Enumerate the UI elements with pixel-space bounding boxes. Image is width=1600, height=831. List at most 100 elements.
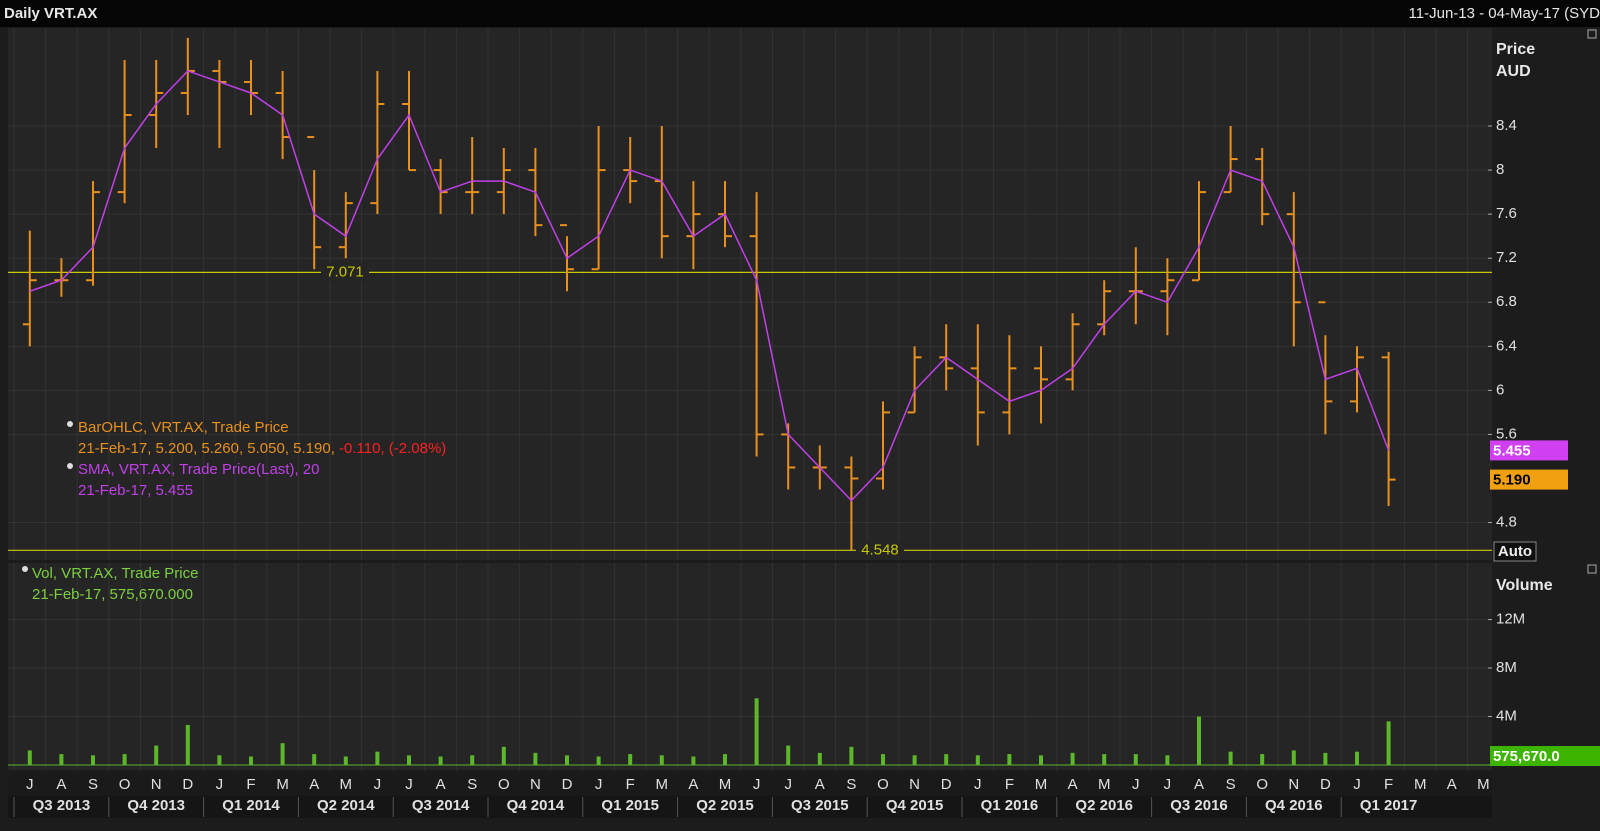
quarter-label: Q4 2014 (507, 797, 565, 814)
auto-button[interactable] (1493, 541, 1537, 562)
price-tag (1490, 440, 1568, 461)
y-tick-label: 6.8 (1496, 293, 1517, 310)
x-tick-label: O (1256, 776, 1268, 793)
quarter-label: Q2 2015 (696, 797, 754, 814)
level-label-bg (856, 541, 904, 560)
readout-part: 21-Feb-17, 5.455 (78, 482, 193, 499)
volume-tag (1490, 746, 1600, 767)
quarter-label: Q1 2017 (1360, 797, 1418, 814)
volume-bar (1007, 754, 1012, 765)
y-tick-label: 12M (1496, 611, 1525, 628)
quarter-label: Q1 2016 (981, 797, 1039, 814)
price-tag-label: 5.190 (1493, 472, 1531, 489)
x-tick-label: J (216, 776, 224, 793)
volume-bar (280, 743, 285, 765)
quarter-label: Q4 2016 (1265, 797, 1323, 814)
volume-bar (1070, 752, 1075, 765)
volume-bar (1039, 755, 1043, 765)
y-axis-title: AUD (1496, 63, 1531, 80)
volume-bar (343, 756, 348, 765)
level-label: 4.548 (861, 541, 899, 558)
quarter-label: Q3 2014 (412, 797, 470, 814)
x-tick-label: M (656, 776, 669, 793)
volume-bar (312, 754, 317, 765)
month-axis (8, 772, 1492, 796)
x-tick-label: A (688, 776, 698, 793)
volume-bar (659, 755, 664, 765)
x-tick-label: J (974, 776, 982, 793)
volume-bar (723, 754, 727, 765)
x-tick-label: N (530, 776, 541, 793)
legend-entry: BarOHLC, VRT.AX, Trade Price (78, 419, 289, 436)
volume-bar (628, 754, 633, 765)
volume-bar (1355, 751, 1359, 765)
volume-bar (1228, 751, 1233, 765)
volume-bar (881, 754, 885, 765)
x-tick-label: J (1132, 776, 1140, 793)
volume-bar (975, 755, 980, 765)
level-label: 7.071 (326, 263, 364, 280)
volume-bar (185, 725, 190, 765)
auto-button-label[interactable]: Auto (1498, 543, 1532, 560)
panel-icon[interactable] (1587, 564, 1597, 574)
x-tick-label: F (1384, 776, 1393, 793)
x-tick-label: S (846, 776, 856, 793)
legend-entry: SMA, VRT.AX, Trade Price(Last), 20 (78, 461, 319, 478)
x-tick-label: O (877, 776, 889, 793)
x-tick-label: J (26, 776, 34, 793)
volume-bar (1133, 754, 1138, 765)
x-tick-label: O (498, 776, 510, 793)
x-tick-label: F (246, 776, 255, 793)
legend-entry: Vol, VRT.AX, Trade Price (32, 565, 198, 582)
volume-bar (59, 754, 64, 765)
price-tag-label: 5.455 (1493, 442, 1531, 459)
y-tick-label: 8 (1496, 161, 1504, 178)
volume-bar (817, 752, 822, 765)
x-tick-label: M (340, 776, 353, 793)
x-tick-label: J (374, 776, 382, 793)
level-label-bg (321, 263, 369, 282)
panel-icon[interactable] (1587, 29, 1597, 39)
y-axis-title: Price (1496, 41, 1535, 58)
volume-bar (691, 756, 696, 765)
volume-bar (533, 752, 538, 765)
volume-panel (8, 563, 1492, 770)
volume-bar (944, 754, 949, 765)
volume-bar (786, 745, 791, 765)
volume-bar (912, 755, 917, 765)
x-tick-label: O (119, 776, 131, 793)
volume-bar (91, 755, 95, 765)
quarter-axis (8, 796, 1492, 818)
y-tick-label: 8.4 (1496, 117, 1517, 134)
x-tick-label: D (1320, 776, 1331, 793)
y-tick-label: 7.2 (1496, 249, 1517, 266)
volume-bar (375, 751, 380, 765)
volume-bar (1323, 752, 1328, 765)
price-panel (8, 28, 1492, 560)
x-tick-label: A (1194, 776, 1204, 793)
title-bar (0, 0, 1600, 27)
x-tick-label: J (1353, 776, 1361, 793)
x-tick-label: M (276, 776, 289, 793)
volume-bar (1197, 716, 1201, 765)
volume-bar (470, 755, 475, 765)
quarter-label: Q2 2016 (1075, 797, 1133, 814)
x-tick-label: S (88, 776, 98, 793)
x-tick-label: F (626, 776, 635, 793)
x-tick-label: M (1477, 776, 1490, 793)
quarter-label: Q1 2015 (601, 797, 659, 814)
volume-bar (1260, 754, 1265, 765)
legend-icon (67, 463, 73, 469)
readout-part: -0.110, (-2.08%) (339, 440, 446, 457)
volume-bar (849, 746, 854, 765)
quarter-label: Q4 2015 (886, 797, 944, 814)
quarter-label: Q1 2014 (222, 797, 280, 814)
y-tick-label: 6 (1496, 381, 1504, 398)
y-axis-title: Volume (1496, 577, 1553, 594)
volume-bar (154, 745, 159, 765)
legend-icon (67, 421, 73, 427)
volume-bar (27, 750, 32, 765)
x-tick-label: J (405, 776, 413, 793)
date-range: 11-Jun-13 - 04-May-17 (SYD (1409, 5, 1600, 22)
